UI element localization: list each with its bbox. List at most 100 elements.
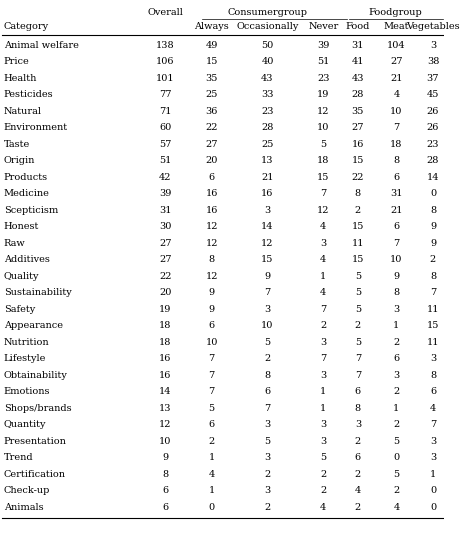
Text: Nutrition: Nutrition [4, 337, 49, 347]
Text: 7: 7 [430, 420, 436, 429]
Text: 43: 43 [261, 74, 274, 83]
Text: 71: 71 [159, 107, 172, 116]
Text: Foodgroup: Foodgroup [369, 8, 423, 17]
Text: 22: 22 [352, 173, 364, 182]
Text: 3: 3 [320, 437, 326, 446]
Text: 43: 43 [352, 74, 364, 83]
Text: Price: Price [4, 57, 30, 66]
Text: 3: 3 [430, 437, 436, 446]
Text: 20: 20 [159, 288, 172, 297]
Text: 5: 5 [355, 337, 361, 347]
Text: 12: 12 [261, 239, 274, 248]
Text: Overall: Overall [147, 8, 183, 17]
Text: 14: 14 [261, 222, 274, 231]
Text: 13: 13 [159, 404, 172, 413]
Text: Quality: Quality [4, 272, 39, 281]
Text: 2: 2 [355, 321, 361, 330]
Text: 5: 5 [264, 437, 271, 446]
Text: 1: 1 [320, 387, 326, 396]
Text: 30: 30 [159, 222, 172, 231]
Text: Pesticides: Pesticides [4, 90, 54, 99]
Text: Emotions: Emotions [4, 387, 50, 396]
Text: 10: 10 [206, 337, 218, 347]
Text: 9: 9 [209, 288, 215, 297]
Text: 1: 1 [320, 404, 326, 413]
Text: 8: 8 [430, 206, 436, 215]
Text: 11: 11 [352, 239, 364, 248]
Text: 20: 20 [206, 156, 218, 165]
Text: 15: 15 [352, 255, 364, 264]
Text: 2: 2 [320, 470, 326, 479]
Text: Products: Products [4, 173, 48, 182]
Text: 2: 2 [355, 470, 361, 479]
Text: 4: 4 [208, 470, 215, 479]
Text: 3: 3 [320, 371, 326, 380]
Text: 6: 6 [355, 453, 361, 462]
Text: 22: 22 [206, 123, 218, 132]
Text: 51: 51 [317, 57, 329, 66]
Text: 16: 16 [159, 354, 172, 363]
Text: Health: Health [4, 74, 37, 83]
Text: 6: 6 [163, 502, 169, 512]
Text: Origin: Origin [4, 156, 35, 165]
Text: 28: 28 [261, 123, 274, 132]
Text: 3: 3 [393, 371, 400, 380]
Text: 7: 7 [393, 239, 400, 248]
Text: 9: 9 [264, 272, 271, 281]
Text: 31: 31 [352, 41, 364, 50]
Text: 6: 6 [209, 420, 215, 429]
Text: 18: 18 [159, 337, 172, 347]
Text: 10: 10 [390, 107, 402, 116]
Text: 27: 27 [159, 255, 172, 264]
Text: 7: 7 [320, 189, 326, 198]
Text: 33: 33 [261, 90, 274, 99]
Text: 9: 9 [209, 305, 215, 314]
Text: Certification: Certification [4, 470, 66, 479]
Text: 7: 7 [264, 404, 271, 413]
Text: 138: 138 [156, 41, 175, 50]
Text: 12: 12 [317, 206, 329, 215]
Text: 4: 4 [393, 502, 400, 512]
Text: 2: 2 [320, 486, 326, 495]
Text: Appearance: Appearance [4, 321, 63, 330]
Text: 25: 25 [206, 90, 218, 99]
Text: 39: 39 [159, 189, 172, 198]
Text: 35: 35 [352, 107, 364, 116]
Text: 28: 28 [352, 90, 364, 99]
Text: Additives: Additives [4, 255, 50, 264]
Text: 2: 2 [355, 437, 361, 446]
Text: 2: 2 [320, 321, 326, 330]
Text: 9: 9 [430, 222, 436, 231]
Text: 0: 0 [209, 502, 215, 512]
Text: 42: 42 [159, 173, 172, 182]
Text: 3: 3 [320, 239, 326, 248]
Text: 25: 25 [261, 140, 274, 149]
Text: 1: 1 [393, 404, 400, 413]
Text: 41: 41 [352, 57, 364, 66]
Text: 106: 106 [156, 57, 175, 66]
Text: 27: 27 [390, 57, 402, 66]
Text: 10: 10 [390, 255, 402, 264]
Text: 26: 26 [427, 123, 439, 132]
Text: Scepticism: Scepticism [4, 206, 58, 215]
Text: 15: 15 [352, 222, 364, 231]
Text: 2: 2 [264, 470, 271, 479]
Text: 6: 6 [209, 321, 215, 330]
Text: 26: 26 [427, 107, 439, 116]
Text: 15: 15 [352, 156, 364, 165]
Text: 40: 40 [261, 57, 274, 66]
Text: 45: 45 [427, 90, 439, 99]
Text: 5: 5 [393, 437, 400, 446]
Text: 8: 8 [355, 404, 361, 413]
Text: 5: 5 [355, 272, 361, 281]
Text: 36: 36 [206, 107, 218, 116]
Text: 14: 14 [427, 173, 439, 182]
Text: 0: 0 [430, 486, 436, 495]
Text: 27: 27 [206, 140, 218, 149]
Text: 10: 10 [159, 437, 172, 446]
Text: 21: 21 [390, 206, 402, 215]
Text: 8: 8 [264, 371, 271, 380]
Text: 5: 5 [393, 470, 400, 479]
Text: Taste: Taste [4, 140, 30, 149]
Text: 2: 2 [393, 337, 400, 347]
